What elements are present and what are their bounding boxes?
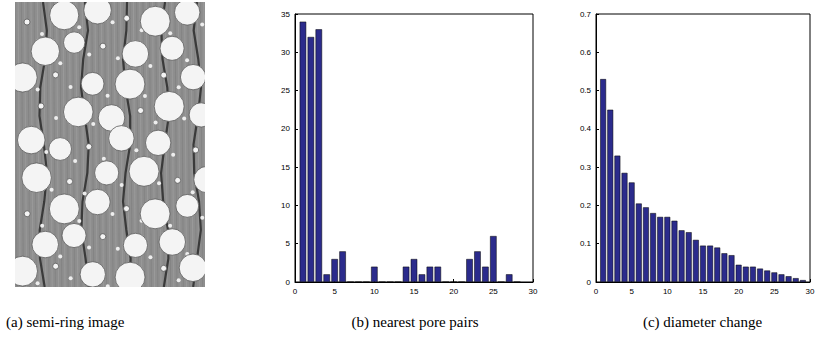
svg-text:0.7: 0.7 <box>580 10 592 19</box>
svg-text:0: 0 <box>286 278 291 287</box>
svg-text:5: 5 <box>286 239 291 248</box>
svg-text:0: 0 <box>293 287 298 296</box>
svg-text:25: 25 <box>281 86 290 95</box>
svg-text:0: 0 <box>594 287 599 296</box>
html-text:(a) semi-ring image: (a) semi-ring image <box>6 314 125 330</box>
svg-text:20: 20 <box>449 287 458 296</box>
svg-text:25: 25 <box>770 287 779 296</box>
svg-text:10: 10 <box>663 287 672 296</box>
svg-text:15: 15 <box>410 287 419 296</box>
svg-text:25: 25 <box>489 287 498 296</box>
html-text:(c) diameter change: (c) diameter change <box>643 314 762 330</box>
svg-text:30: 30 <box>806 287 815 296</box>
svg-text:0: 0 <box>587 278 592 287</box>
svg-text:0.5: 0.5 <box>580 86 592 95</box>
svg-text:5: 5 <box>332 287 337 296</box>
svg-text:30: 30 <box>281 48 290 57</box>
svg-text:30: 30 <box>529 287 538 296</box>
svg-text:15: 15 <box>699 287 708 296</box>
svg-text:0.2: 0.2 <box>580 201 592 210</box>
svg-text:35: 35 <box>281 10 290 19</box>
svg-text:0.4: 0.4 <box>580 124 592 133</box>
svg-text:0.6: 0.6 <box>580 48 592 57</box>
svg-text:10: 10 <box>370 287 379 296</box>
svg-text:20: 20 <box>734 287 743 296</box>
svg-text:5: 5 <box>629 287 634 296</box>
svg-text:0.3: 0.3 <box>580 163 592 172</box>
svg-text:15: 15 <box>281 163 290 172</box>
html-text:(b) nearest pore pairs: (b) nearest pore pairs <box>351 314 479 330</box>
svg-text:20: 20 <box>281 124 290 133</box>
svg-text:0.1: 0.1 <box>580 239 592 248</box>
svg-text:10: 10 <box>281 201 290 210</box>
